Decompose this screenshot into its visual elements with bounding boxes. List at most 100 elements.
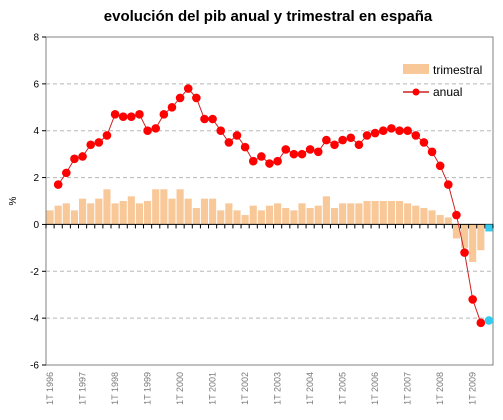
bar: [87, 203, 95, 225]
bar: [103, 189, 111, 225]
bar: [387, 201, 395, 225]
line-point: [403, 126, 412, 136]
bar: [70, 210, 79, 225]
bar: [62, 203, 70, 225]
bar: [477, 224, 485, 251]
line-point: [86, 140, 95, 150]
x-tick-label: 1T 2002: [240, 372, 250, 405]
bar: [111, 203, 119, 225]
line-point: [354, 140, 364, 150]
line-point: [240, 142, 250, 152]
line-point: [53, 180, 63, 189]
line-point: [387, 124, 396, 133]
line-point: [305, 145, 315, 154]
highlight-marks: [484, 224, 494, 325]
line-point: [265, 159, 274, 168]
bar: [379, 201, 387, 225]
bar: [200, 198, 209, 225]
line-point: [395, 126, 404, 136]
bar: [404, 203, 412, 225]
bar: [168, 198, 176, 225]
line-point: [330, 140, 339, 150]
bar: [363, 201, 371, 225]
x-tick-label: 1T 1997: [78, 372, 88, 405]
line-point: [419, 138, 429, 147]
line-point: [313, 147, 323, 157]
bar: [274, 203, 282, 225]
line-point: [257, 152, 266, 161]
line-point: [370, 128, 380, 138]
bar: [371, 201, 379, 225]
gridlines: [46, 83, 493, 319]
bar: [444, 217, 452, 225]
line-point: [435, 161, 445, 171]
line-point: [118, 112, 128, 121]
bar: [452, 224, 460, 239]
line-point: [248, 156, 258, 166]
bar: [282, 208, 290, 225]
bar: [290, 210, 298, 225]
bar: [95, 198, 103, 225]
bar: [306, 208, 314, 225]
bar: [469, 224, 477, 262]
x-axis-ticks: 1T 1996 1T 1997 1T 1998 1T 1999 1T 2000 1T 20…: [45, 372, 478, 405]
line-point: [167, 102, 177, 112]
annual-line: [53, 84, 486, 328]
zero-axis: [45, 223, 494, 229]
legend: trimestral anual: [403, 63, 482, 99]
chart-title: evolución del pib anual y trimestral en …: [104, 8, 433, 25]
line-point: [151, 124, 161, 133]
bar: [339, 203, 347, 225]
bar: [79, 198, 87, 225]
line-point: [135, 110, 144, 119]
line-point: [452, 210, 461, 220]
bar: [209, 198, 217, 225]
bar: [322, 196, 330, 225]
bar: [460, 224, 469, 248]
legend-label-anual: anual: [433, 85, 462, 99]
bar: [46, 210, 54, 225]
x-tick-label: 1T 2009: [468, 372, 478, 405]
y-axis-label: %: [8, 196, 19, 205]
bar: [355, 203, 363, 225]
y-tick-label: 2: [33, 173, 39, 184]
x-tick-label: 1T 2004: [305, 372, 315, 405]
bar: [428, 210, 436, 225]
bar: [184, 198, 192, 225]
bar: [420, 208, 428, 225]
bar: [314, 205, 322, 225]
bar: [233, 210, 241, 225]
x-tick-label: 1T 1999: [143, 372, 153, 405]
bar: [436, 215, 444, 225]
bar: [298, 203, 306, 225]
line-point: [460, 248, 469, 257]
x-tick-label: 1T 2000: [175, 372, 185, 405]
y-tick-label: 0: [33, 220, 39, 231]
line-point: [322, 135, 331, 145]
bar: [265, 205, 274, 225]
highlight-bar: [485, 224, 493, 232]
y-tick-label: 4: [33, 126, 39, 137]
y-tick-label: -4: [30, 314, 39, 325]
bar: [249, 205, 257, 225]
line-point: [281, 145, 291, 154]
bar: [192, 208, 200, 225]
x-tick-label: 1T 1998: [110, 372, 120, 405]
line-point: [143, 126, 152, 136]
bar: [127, 196, 135, 225]
x-tick-label: 1T 2007: [403, 372, 413, 405]
legend-swatch-anual-marker: [412, 88, 420, 96]
x-tick-label: 1T 2003: [273, 372, 283, 405]
line-point: [70, 154, 79, 164]
y-tick-label: 8: [33, 33, 39, 44]
line-point: [346, 133, 356, 143]
line-point: [62, 168, 71, 178]
bar: [241, 215, 249, 225]
line-point: [411, 131, 421, 140]
x-tick-label: 1T 1996: [45, 372, 55, 405]
x-tick-label: 1T 2005: [338, 372, 348, 405]
line-point: [338, 135, 347, 145]
quarterly-bars: [46, 189, 485, 262]
line-point: [362, 131, 372, 140]
line-point: [94, 138, 104, 147]
